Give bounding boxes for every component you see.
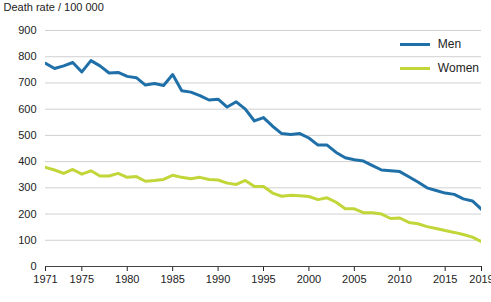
- svg-text:700: 700: [18, 76, 36, 88]
- svg-text:400: 400: [18, 155, 36, 167]
- svg-text:600: 600: [18, 103, 36, 115]
- svg-text:800: 800: [18, 50, 36, 62]
- svg-text:1971: 1971: [33, 273, 57, 285]
- svg-text:0: 0: [30, 260, 36, 272]
- svg-text:2019: 2019: [469, 273, 491, 285]
- svg-text:2005: 2005: [342, 273, 366, 285]
- svg-text:1985: 1985: [160, 273, 184, 285]
- svg-text:2010: 2010: [388, 273, 412, 285]
- svg-text:1980: 1980: [115, 273, 139, 285]
- svg-text:900: 900: [18, 24, 36, 36]
- svg-text:2000: 2000: [297, 273, 321, 285]
- html-text:Men: Men: [437, 37, 462, 51]
- svg-text:200: 200: [18, 208, 36, 220]
- svg-text:500: 500: [18, 129, 36, 141]
- svg-text:100: 100: [18, 234, 36, 246]
- svg-text:2015: 2015: [433, 273, 457, 285]
- svg-text:1990: 1990: [206, 273, 230, 285]
- svg-text:1995: 1995: [251, 273, 275, 285]
- svg-text:1975: 1975: [70, 273, 94, 285]
- html-text:Women: Women: [437, 61, 479, 75]
- svg-text:Death rate / 100 000: Death rate / 100 000: [4, 1, 104, 13]
- svg-text:300: 300: [18, 181, 36, 193]
